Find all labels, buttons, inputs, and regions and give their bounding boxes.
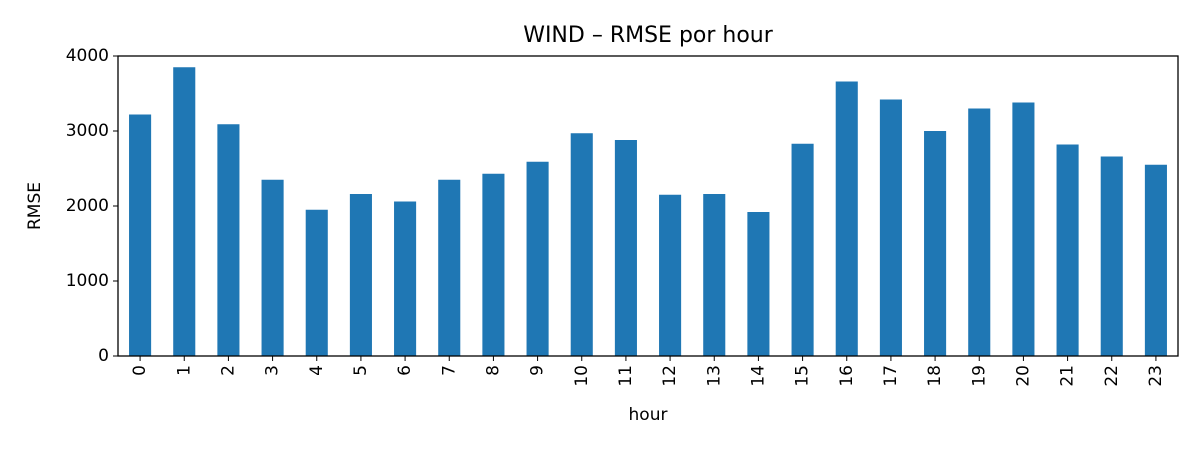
x-tick-label: 13 <box>704 365 724 387</box>
x-tick-label: 7 <box>439 365 459 376</box>
bar-hour-11 <box>614 140 637 356</box>
x-tick-label: 8 <box>483 365 503 376</box>
bar-hour-7 <box>438 179 461 356</box>
x-tick-label: 21 <box>1058 365 1078 387</box>
x-tick-label: 11 <box>616 365 636 387</box>
x-tick-label: 6 <box>395 365 415 376</box>
x-tick-label: 12 <box>660 365 680 387</box>
bar-hour-0 <box>129 114 152 356</box>
bar-hour-19 <box>968 108 991 356</box>
bar-hour-21 <box>1056 144 1079 356</box>
plot-frame <box>117 55 1179 357</box>
y-tick-label: 1000 <box>66 271 109 291</box>
x-tick-label: 22 <box>1102 365 1122 387</box>
y-tick-label: 3000 <box>66 121 109 141</box>
bar-hour-6 <box>394 201 417 356</box>
x-tick-label: 20 <box>1013 365 1033 387</box>
y-axis: 0 1000 2000 3000 4000 <box>66 46 118 366</box>
x-tick-label: 9 <box>528 365 548 376</box>
bar-hour-13 <box>703 194 726 356</box>
y-tick-label: 4000 <box>66 46 109 66</box>
x-tick-label: 19 <box>969 365 989 387</box>
bar-hour-22 <box>1100 156 1123 356</box>
bar-hour-10 <box>570 133 593 356</box>
bar-hour-23 <box>1144 164 1167 356</box>
x-tick-label: 15 <box>793 365 813 387</box>
bar-hour-17 <box>879 99 902 356</box>
bar-hour-12 <box>659 194 682 356</box>
bar-hour-20 <box>1012 102 1035 356</box>
bar-hour-14 <box>747 212 770 356</box>
x-tick-label: 23 <box>1146 365 1166 387</box>
x-tick-label: 2 <box>218 365 238 376</box>
x-tick-label: 10 <box>572 365 592 387</box>
x-axis-label: hour <box>629 405 668 425</box>
x-tick-label: 0 <box>130 365 150 376</box>
y-axis-label: RMSE <box>25 182 45 230</box>
bar-hour-9 <box>526 161 549 356</box>
bar-hour-3 <box>261 179 284 356</box>
x-tick-label: 17 <box>881 365 901 387</box>
bar-hour-8 <box>482 173 505 356</box>
x-axis: 0 1 2 3 4 5 6 7 8 9 10 11 12 13 14 15 16 17 18 19 20 21 22 23 <box>130 356 1166 387</box>
x-tick-label: 4 <box>307 365 327 376</box>
y-tick-label: 2000 <box>66 196 109 216</box>
y-tick-label: 0 <box>98 346 109 366</box>
x-tick-label: 3 <box>263 365 283 376</box>
bar-hour-5 <box>349 194 372 356</box>
chart-title: WIND – RMSE por hour <box>523 23 774 48</box>
bar-hour-4 <box>305 209 328 356</box>
bar-hour-16 <box>835 81 858 356</box>
bar-hour-2 <box>217 124 240 356</box>
bar-hour-18 <box>924 131 947 356</box>
bar-hour-1 <box>173 67 196 356</box>
x-tick-label: 1 <box>174 365 194 376</box>
bar-hour-15 <box>791 143 814 356</box>
x-tick-label: 18 <box>925 365 945 387</box>
x-tick-label: 16 <box>837 365 857 387</box>
bars-group <box>129 67 1167 356</box>
x-tick-label: 5 <box>351 365 371 376</box>
x-tick-label: 14 <box>748 365 768 387</box>
